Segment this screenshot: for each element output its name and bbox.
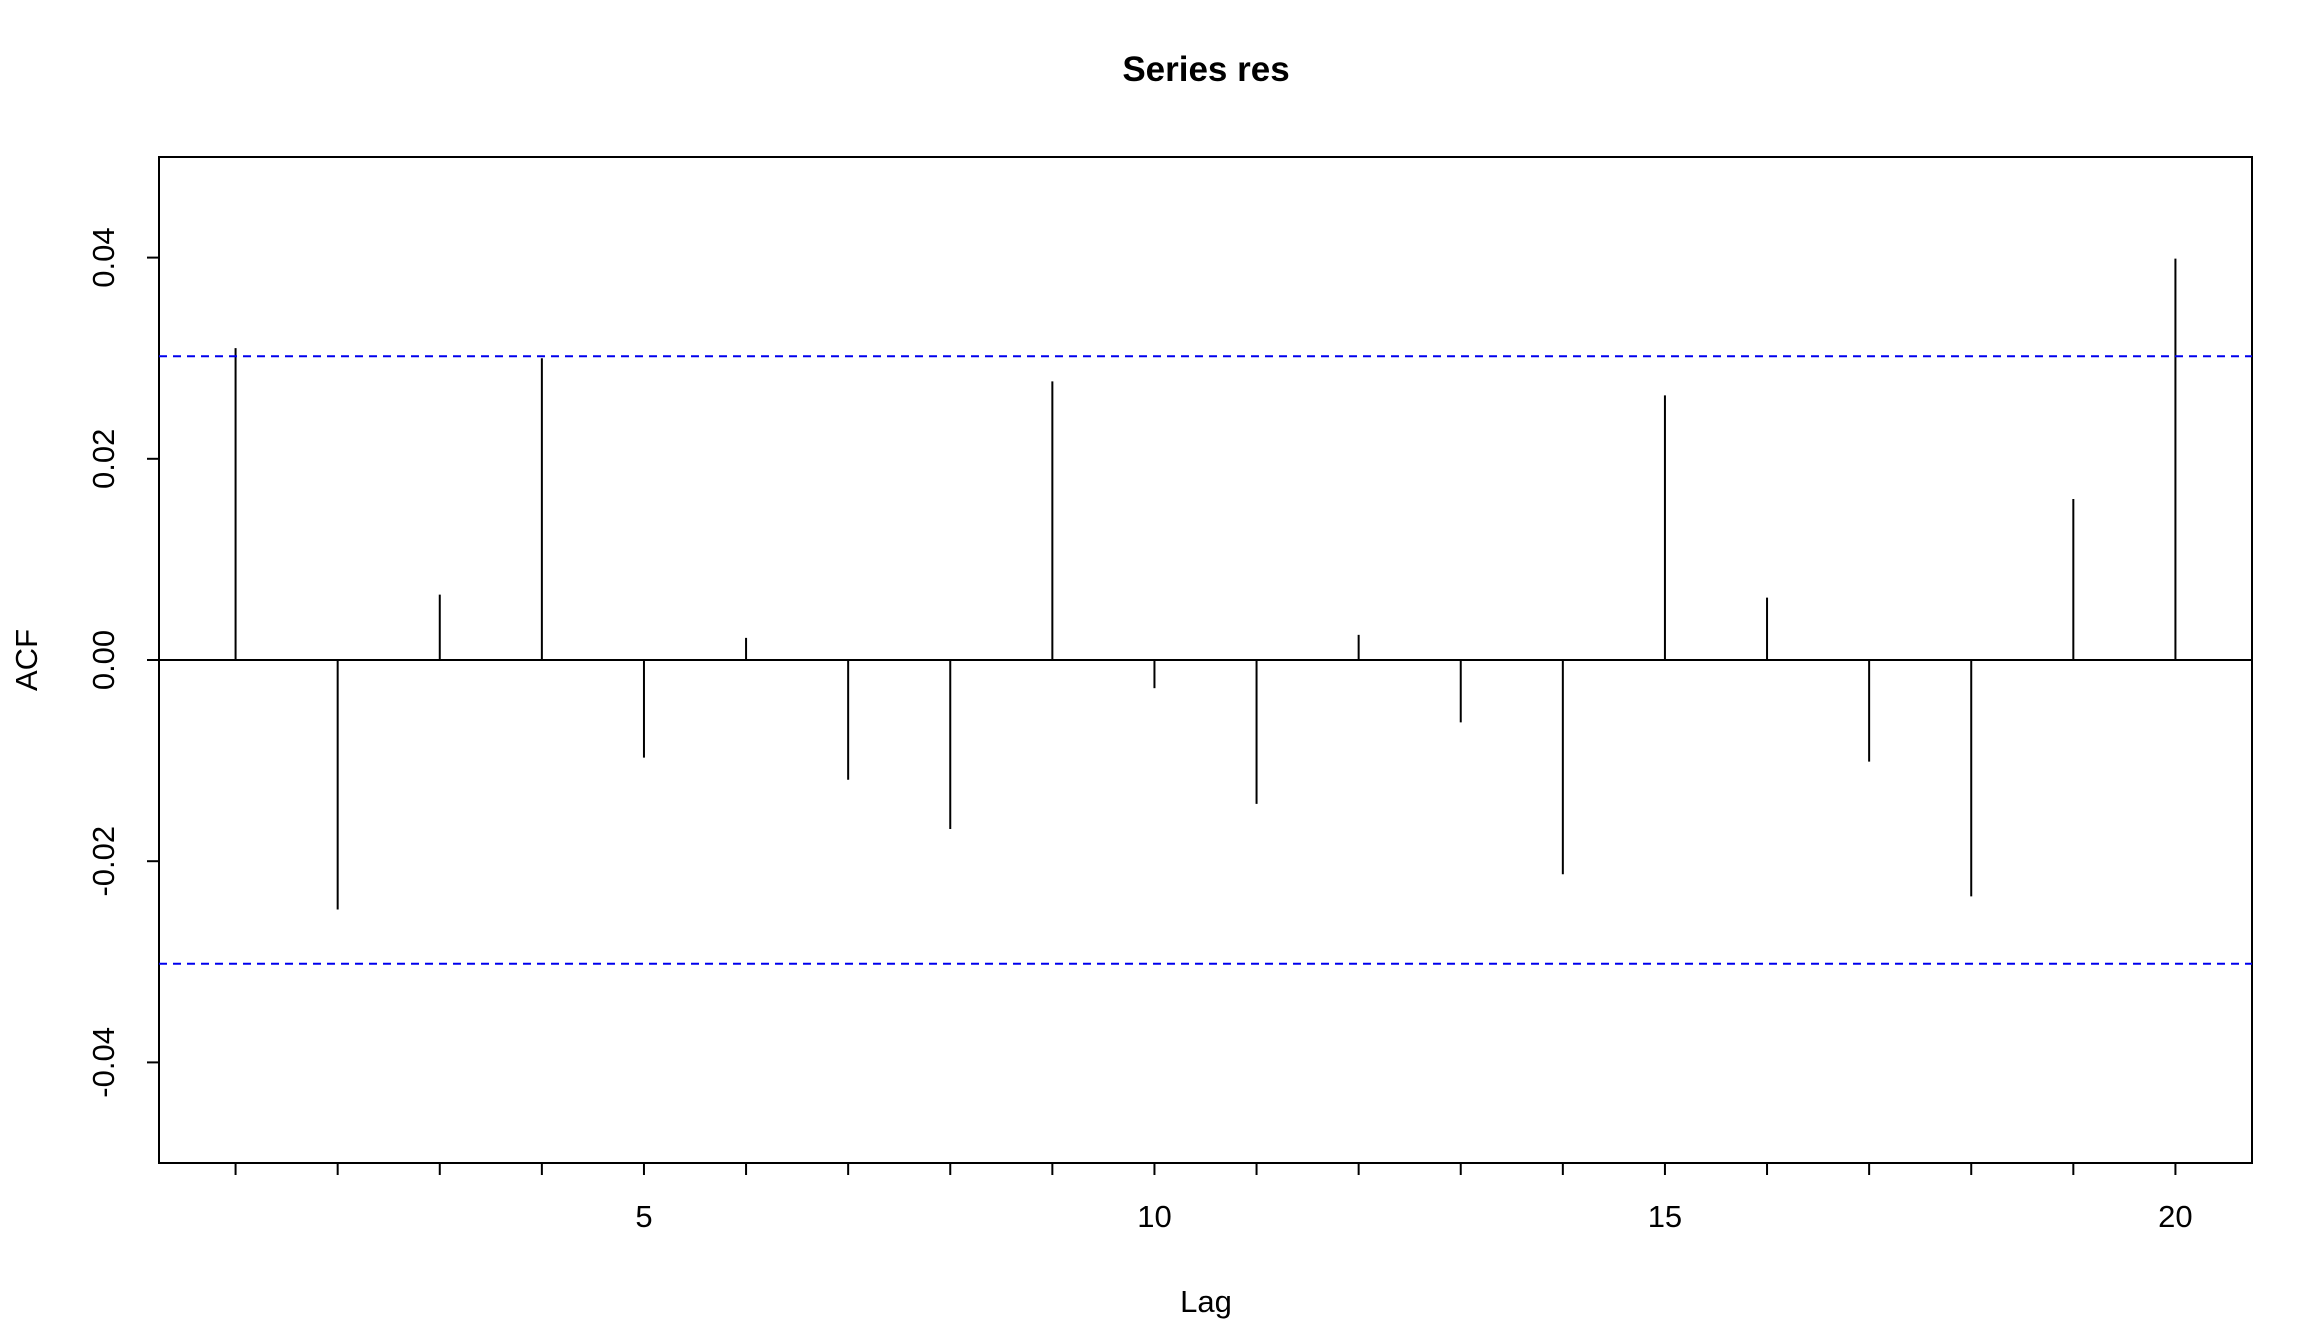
y-tick-label-4: 0.04 (86, 227, 121, 287)
x-tick-label-5: 5 (635, 1199, 652, 1234)
y-tick-label-3: 0.02 (86, 429, 121, 489)
y-axis-label: ACF (9, 629, 44, 691)
x-tick-label-20: 20 (2158, 1199, 2192, 1234)
x-axis-label: Lag (1180, 1284, 1232, 1319)
x-axis: 5 10 15 20 (234, 1163, 2193, 1234)
x-tick-label-10: 10 (1137, 1199, 1171, 1234)
chart-title: Series res (1122, 50, 1289, 89)
acf-bars (159, 258, 2252, 910)
y-tick-label-1: -0.02 (86, 826, 121, 897)
y-tick-label-0: -0.04 (86, 1027, 121, 1098)
x-tick-label-15: 15 (1648, 1199, 1682, 1234)
y-axis: -0.04 -0.02 0.00 0.02 0.04 (86, 227, 159, 1098)
y-tick-label-2: 0.00 (86, 630, 121, 690)
